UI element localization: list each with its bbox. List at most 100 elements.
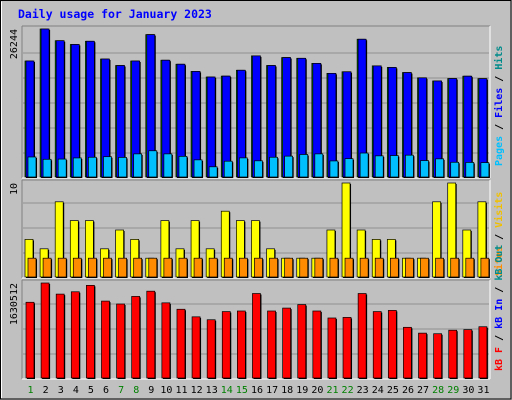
x-tick-label-day-22: 22	[342, 385, 354, 396]
bar-sites-day-4	[72, 257, 82, 278]
x-tick-label-day-23: 23	[357, 385, 369, 396]
bar-pages-day-14	[223, 160, 233, 178]
bar-pages-day-21	[329, 160, 339, 178]
bar-pages-day-2	[42, 158, 52, 178]
bar-pages-day-3	[57, 158, 67, 178]
bar-kbytes-day-28	[433, 333, 442, 379]
bar-kbytes-day-10	[161, 302, 171, 379]
bar-files-day-30	[463, 75, 473, 178]
panel-legend: Sites / Visits	[493, 192, 505, 276]
bar-kbytes-day-24	[372, 311, 382, 379]
bar-sites-day-23	[359, 257, 369, 278]
chart-title: Daily usage for January 2023	[18, 7, 212, 21]
legend-entry: /	[494, 118, 505, 136]
legend-entry: kB F	[494, 347, 505, 371]
bar-sites-day-18	[284, 257, 293, 278]
bar-sites-day-22	[344, 257, 354, 278]
legend-entry: kB Out	[494, 245, 505, 281]
bar-pages-day-23	[359, 152, 369, 178]
bar-kbytes-day-18	[282, 307, 291, 379]
bar-files-day-2	[40, 28, 50, 178]
bar-pages-day-5	[88, 156, 97, 178]
x-tick-label-day-14: 14	[221, 385, 233, 396]
x-tick-label-day-28: 28	[432, 385, 444, 396]
bar-kbytes-day-23	[357, 293, 367, 379]
bar-sites-day-6	[103, 257, 112, 278]
bar-sites-day-10	[163, 257, 173, 278]
bar-files-day-5	[86, 40, 95, 178]
x-tick-label-day-11: 11	[175, 385, 187, 396]
bar-files-day-13	[206, 76, 216, 178]
x-tick-label-day-26: 26	[402, 385, 414, 396]
panel-legend: Pages / Files / Hits	[493, 46, 505, 166]
bar-pages-day-29	[450, 161, 460, 178]
bar-pages-day-31	[480, 162, 490, 178]
bar-pages-day-15	[239, 157, 248, 178]
bar-files-day-3	[55, 40, 65, 178]
legend-entry: /	[494, 329, 505, 347]
bar-pages-day-25	[389, 155, 399, 178]
bar-sites-day-31	[480, 257, 490, 278]
bar-sites-day-14	[223, 257, 233, 278]
x-tick-label-day-25: 25	[387, 385, 399, 396]
legend-entry: Sites	[493, 246, 505, 276]
bar-sites-day-5	[88, 257, 97, 278]
bar-sites-day-26	[405, 257, 414, 278]
bar-kbytes-day-11	[176, 308, 186, 379]
bar-kbytes-day-20	[312, 310, 322, 379]
bar-pages-day-27	[420, 160, 429, 178]
x-tick-label-day-10: 10	[160, 385, 172, 396]
bar-pages-day-10	[163, 153, 173, 178]
x-tick-label-day-30: 30	[462, 385, 474, 396]
bar-kbytes-day-27	[418, 332, 427, 379]
bar-sites-day-19	[299, 257, 309, 278]
panel-legend: kB F / kB In / kB Out	[494, 245, 505, 371]
y-max-label: 1630512	[9, 283, 20, 325]
bar-kbytes-day-19	[297, 304, 307, 379]
bar-sites-day-25	[389, 257, 399, 278]
y-max-label: 10	[9, 183, 20, 195]
bar-pages-day-26	[405, 154, 414, 178]
x-tick-label-day-17: 17	[266, 385, 278, 396]
x-tick-label-day-7: 7	[118, 385, 124, 396]
chart-panels: 26244 Pages / Files / Hits 10 Sites / Visit…	[9, 25, 505, 380]
bar-sites-day-24	[374, 257, 384, 278]
bar-sites-day-8	[133, 257, 143, 278]
bar-kbytes-day-1	[25, 301, 35, 379]
bar-files-day-16	[252, 55, 261, 178]
legend-entry: Hits	[493, 46, 505, 70]
bar-pages-day-12	[193, 159, 203, 178]
bar-sites-day-30	[465, 257, 475, 278]
x-tick-label-day-5: 5	[88, 385, 94, 396]
bar-kbytes-day-4	[70, 291, 80, 379]
bar-kbytes-day-25	[387, 310, 397, 379]
x-tick-label-day-6: 6	[103, 385, 109, 396]
bar-sites-day-17	[269, 257, 278, 278]
bar-files-day-31	[478, 78, 488, 178]
x-tick-label-day-20: 20	[311, 385, 323, 396]
x-tick-label-day-21: 21	[326, 385, 338, 396]
x-tick-label-day-24: 24	[372, 385, 384, 396]
bar-kbytes-day-17	[267, 310, 276, 379]
x-tick-label-day-9: 9	[148, 385, 154, 396]
legend-entry: /	[494, 70, 505, 88]
x-tick-label-day-29: 29	[447, 385, 459, 396]
x-tick-label-day-12: 12	[191, 385, 203, 396]
panel-hits: 26244 Pages / Files / Hits	[9, 25, 505, 179]
bar-kbytes-day-8	[131, 296, 141, 379]
x-tick-label-day-1: 1	[28, 385, 34, 396]
bar-pages-day-8	[133, 153, 143, 178]
bar-pages-day-19	[299, 154, 309, 178]
bar-sites-day-20	[314, 257, 324, 278]
bar-kbytes-day-21	[327, 317, 337, 379]
bar-pages-day-9	[148, 150, 158, 178]
bar-sites-day-28	[435, 257, 444, 278]
legend-entry: Pages	[494, 136, 505, 166]
bar-sites-day-2	[42, 257, 52, 278]
bar-sites-day-7	[118, 257, 127, 278]
bar-sites-day-16	[254, 257, 263, 278]
x-tick-label-day-31: 31	[477, 385, 489, 396]
bar-kbytes-day-6	[101, 300, 110, 379]
bar-pages-day-22	[344, 158, 354, 178]
x-tick-label-day-18: 18	[281, 385, 293, 396]
